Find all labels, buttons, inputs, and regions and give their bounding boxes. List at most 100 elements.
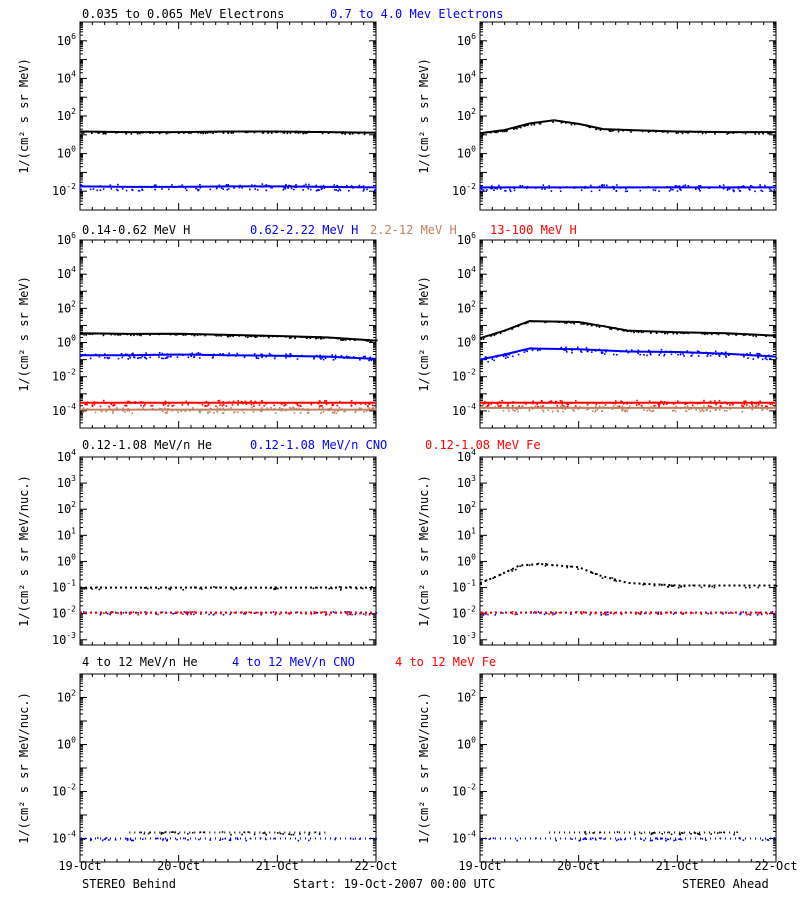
data-point <box>98 588 101 591</box>
data-point <box>726 403 728 405</box>
y-tick-label: 104 <box>57 69 76 85</box>
data-point <box>606 184 608 187</box>
data-point <box>552 614 554 616</box>
data-point <box>161 352 164 355</box>
data-point <box>265 189 268 192</box>
data-point <box>677 586 680 589</box>
data-point <box>124 411 126 413</box>
data-point <box>241 409 244 412</box>
data-point <box>675 132 678 134</box>
data-point <box>583 187 586 189</box>
data-point <box>287 131 289 133</box>
data-point <box>658 403 661 406</box>
data-point <box>769 403 771 406</box>
data-point <box>130 334 132 337</box>
data-point <box>89 408 92 411</box>
data-point <box>249 185 252 188</box>
data-point <box>295 186 298 189</box>
y-tick-label: 10-3 <box>452 631 476 647</box>
data-point <box>551 407 553 410</box>
data-point <box>189 409 192 412</box>
data-point <box>512 409 514 411</box>
data-point <box>325 400 328 402</box>
data-point <box>533 612 535 614</box>
data-point <box>727 354 730 356</box>
data-point <box>746 613 748 616</box>
y-tick-label: 10-4 <box>52 830 76 846</box>
data-point <box>571 349 573 352</box>
data-point <box>236 352 238 355</box>
data-point <box>149 356 151 359</box>
data-point <box>176 611 179 613</box>
data-point <box>665 403 668 406</box>
data-point <box>362 186 365 189</box>
data-point <box>547 348 549 350</box>
data-point <box>642 584 645 586</box>
data-point <box>663 130 665 133</box>
data-point <box>316 612 319 614</box>
data-point <box>271 132 273 134</box>
data-point <box>273 837 275 840</box>
data-point <box>256 189 259 191</box>
y-tick-label: 104 <box>57 265 76 281</box>
data-point <box>121 356 124 359</box>
data-point <box>499 573 502 576</box>
y-axis-label: 1/(cm² s sr MeV/nuc.) <box>417 475 431 627</box>
data-point <box>200 132 202 134</box>
data-point <box>521 185 524 187</box>
data-point <box>718 407 721 409</box>
data-point <box>698 188 700 191</box>
data-point <box>499 332 502 335</box>
data-point <box>112 130 115 133</box>
data-point <box>678 838 680 840</box>
data-point <box>720 831 722 834</box>
data-point <box>669 331 672 334</box>
data-point <box>281 402 284 405</box>
data-point <box>561 407 564 410</box>
data-point <box>566 405 569 408</box>
data-point <box>352 838 355 840</box>
data-point <box>566 186 568 188</box>
data-point <box>588 126 591 128</box>
data-point <box>105 837 108 839</box>
data-point <box>88 333 91 335</box>
data-point <box>110 188 113 190</box>
data-point <box>511 570 514 572</box>
data-point <box>570 322 572 324</box>
data-point <box>166 356 168 359</box>
data-point <box>208 613 210 616</box>
data-point <box>343 410 345 413</box>
data-point <box>102 188 105 190</box>
data-point <box>140 356 142 359</box>
data-point <box>680 838 683 841</box>
data-point <box>258 404 261 406</box>
data-point <box>155 837 157 840</box>
data-point <box>346 184 348 187</box>
data-point <box>349 401 351 404</box>
data-point <box>680 189 682 191</box>
data-point <box>706 333 709 335</box>
data-point <box>680 352 682 354</box>
data-point <box>80 408 82 411</box>
data-point <box>710 405 712 408</box>
data-point <box>768 187 771 190</box>
data-point <box>610 130 612 133</box>
data-point <box>742 354 745 357</box>
legend-entry: 0.62-2.22 MeV H <box>250 223 358 237</box>
data-point <box>83 588 85 590</box>
data-point <box>174 831 177 833</box>
data-point <box>133 356 136 359</box>
data-point <box>640 404 643 407</box>
data-point <box>528 409 531 412</box>
data-point <box>193 611 196 613</box>
data-point <box>671 584 673 587</box>
data-point <box>524 349 527 352</box>
data-point <box>283 186 285 189</box>
data-point <box>765 356 767 358</box>
data-point <box>186 612 189 615</box>
data-point <box>743 131 745 134</box>
data-point <box>304 132 306 134</box>
data-point <box>719 837 722 840</box>
